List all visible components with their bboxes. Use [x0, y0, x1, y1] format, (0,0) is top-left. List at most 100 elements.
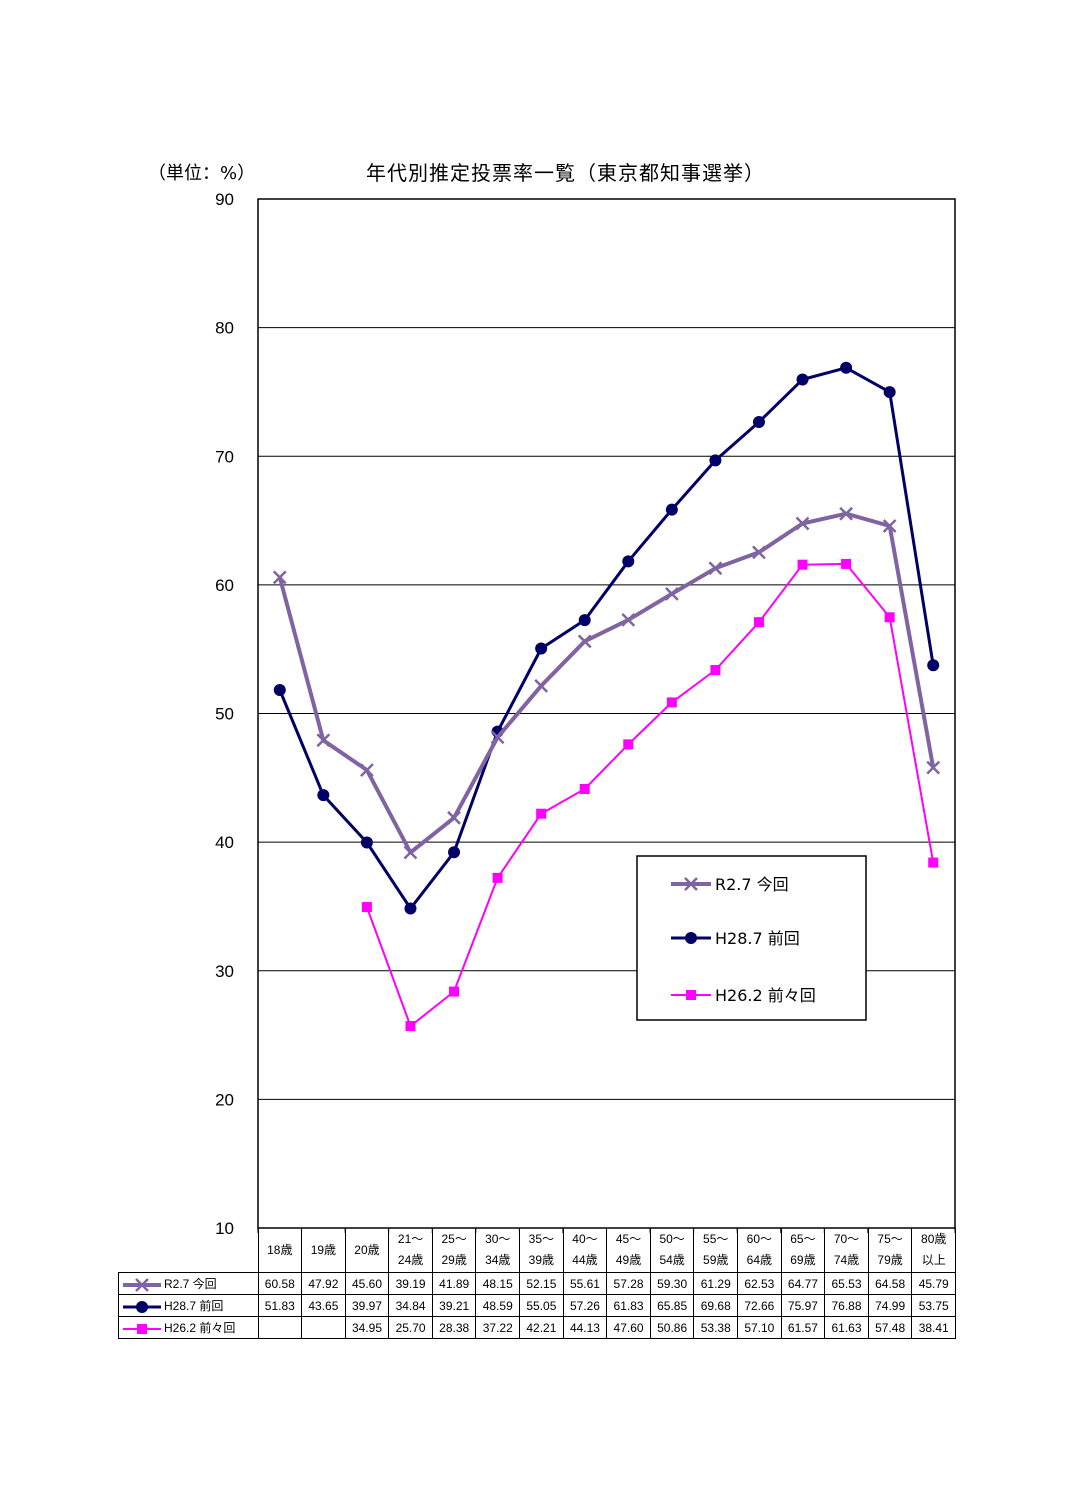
table-column-header: 80歳 以上	[911, 1228, 956, 1273]
category-label: 35～	[528, 1232, 555, 1246]
table-cell: 45.60	[344, 1272, 390, 1295]
table-cell: 64.58	[867, 1272, 913, 1295]
data-point	[883, 386, 896, 399]
table-column-header: 21～ 24歳	[388, 1228, 433, 1273]
data-point	[753, 617, 764, 628]
category-label: 65～	[790, 1232, 816, 1246]
table-cell: 53.75	[911, 1294, 956, 1317]
table-cell: 42.21	[519, 1316, 564, 1339]
data-point	[797, 559, 808, 570]
data-point	[578, 614, 591, 627]
table-row-header: H26.2 前々回	[118, 1316, 259, 1339]
data-point	[621, 612, 636, 627]
category-label: 55～	[703, 1232, 729, 1246]
category-label: 21～	[397, 1232, 424, 1246]
y-tick-label: 40	[215, 833, 234, 852]
series-name: H26.2 前々回	[164, 1321, 236, 1335]
table-cell: 64.77	[780, 1272, 826, 1295]
table-cell: 52.15	[519, 1272, 564, 1295]
y-tick-label: 20	[215, 1090, 234, 1109]
table-cell: 60.58	[257, 1272, 303, 1295]
table-cell: 45.79	[911, 1272, 956, 1295]
category-label: 69歳	[790, 1253, 816, 1267]
data-point	[492, 872, 503, 883]
series-circle	[273, 361, 940, 915]
data-point	[403, 845, 418, 860]
table-cell: 39.19	[388, 1272, 433, 1295]
table-cell: 37.22	[475, 1316, 521, 1339]
legend: R2.7 今回 H28.7 前回 H26.2 前々回	[636, 855, 867, 1021]
table-cell: 74.99	[867, 1294, 913, 1317]
category-label: 60～	[746, 1232, 772, 1246]
category-label: 29歳	[441, 1253, 467, 1267]
table-row: H26.2 前々回 34.95 25.70 28.38 37.22 42.21 44.13 4…	[118, 1316, 956, 1339]
table-cell: 39.97	[344, 1294, 390, 1317]
table-column-header: 35～ 39歳	[519, 1228, 564, 1273]
table-column-header: 45～ 49歳	[606, 1228, 651, 1273]
category-label: 20歳	[354, 1242, 380, 1257]
table-column-header: 55～ 59歳	[693, 1228, 739, 1273]
category-label: 54歳	[659, 1253, 685, 1267]
category-label: 24歳	[397, 1253, 424, 1267]
table-cell: 69.68	[693, 1294, 739, 1317]
legend-marker	[684, 877, 698, 891]
table-row-header: R2.7 今回	[118, 1272, 259, 1295]
table-column-header: 70～ 74歳	[824, 1228, 869, 1273]
data-point	[449, 986, 460, 997]
data-point	[666, 697, 677, 708]
series-name: H28.7 前回	[164, 1299, 224, 1313]
table-cell: 76.88	[824, 1294, 869, 1317]
data-point	[579, 784, 590, 795]
legend-label: H26.2 前々回	[715, 986, 816, 1005]
data-point	[317, 789, 330, 802]
data-point	[490, 730, 505, 745]
data-point	[360, 836, 373, 849]
table-column-header: 40～ 44歳	[562, 1228, 608, 1273]
table-cell: 48.59	[475, 1294, 521, 1317]
legend-swatch	[123, 1300, 161, 1313]
series-name: R2.7 今回	[164, 1277, 217, 1291]
table-cell	[301, 1316, 346, 1339]
category-label: 25～	[441, 1232, 467, 1246]
data-point	[536, 808, 547, 819]
category-label: 75～	[877, 1232, 903, 1246]
table-cell: 61.83	[606, 1294, 651, 1317]
data-point	[622, 555, 635, 568]
table-cell: 47.92	[301, 1272, 346, 1295]
data-point	[577, 634, 592, 649]
table-cell: 28.38	[431, 1316, 477, 1339]
table-cell: 61.57	[780, 1316, 826, 1339]
category-label: 34歳	[485, 1253, 511, 1267]
table-column-header: 19歳	[301, 1228, 346, 1273]
series-x	[272, 506, 941, 860]
category-label: 49歳	[615, 1253, 642, 1267]
legend-label: H28.7 前回	[715, 929, 800, 948]
category-label: 以上	[921, 1253, 946, 1267]
table-cell: 44.13	[562, 1316, 608, 1339]
series-square	[361, 558, 939, 1032]
table-column-header: 30～ 34歳	[475, 1228, 521, 1273]
data-point	[623, 739, 634, 750]
table-cell: 25.70	[388, 1316, 433, 1339]
data-point	[884, 612, 895, 623]
table-cell: 41.89	[431, 1272, 477, 1295]
data-point	[752, 545, 766, 560]
data-point	[796, 373, 809, 386]
table-header-row: 18歳 19歳 20歳 21～ 24歳 25～ 29歳 30～ 34歳 35～ 39歳 40～ 44歳 4…	[118, 1228, 956, 1273]
table-cell: 55.61	[562, 1272, 608, 1295]
y-tick-label: 90	[215, 190, 234, 209]
table-cell: 48.15	[475, 1272, 521, 1295]
series-line	[365, 562, 935, 1028]
data-point	[665, 503, 678, 516]
table-cell: 55.05	[519, 1294, 564, 1317]
table-cell: 57.10	[737, 1316, 782, 1339]
data-point	[795, 516, 810, 531]
legend-swatch	[123, 1277, 161, 1292]
unit-label: （単位：%）	[148, 163, 256, 184]
data-point	[405, 1021, 416, 1032]
swatch-marker	[135, 1277, 149, 1292]
data-point	[534, 678, 549, 693]
data-point	[752, 416, 765, 429]
table-column-header: 60～ 64歳	[737, 1228, 782, 1273]
